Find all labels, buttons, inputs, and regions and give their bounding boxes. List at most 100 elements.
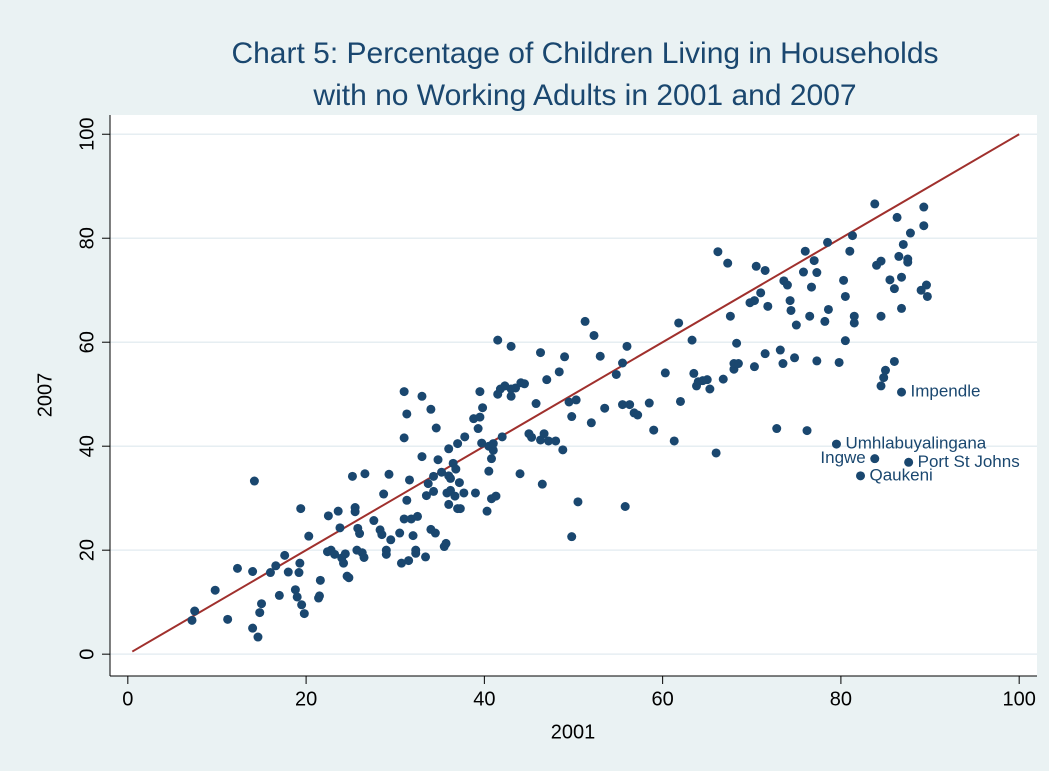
point [725, 311, 735, 321]
point [669, 436, 679, 446]
point [283, 567, 293, 577]
x-tick-label: 80 [830, 688, 852, 710]
point [455, 504, 465, 514]
point [633, 410, 643, 420]
y-tick-label: 80 [76, 227, 98, 249]
point [618, 400, 628, 410]
point [876, 256, 886, 266]
point [350, 507, 360, 517]
point [798, 267, 808, 277]
point [889, 356, 899, 366]
point [823, 304, 833, 314]
point [330, 549, 340, 559]
point [408, 531, 418, 541]
labeled-point [856, 471, 866, 481]
point [772, 424, 782, 434]
point [560, 352, 570, 362]
point [600, 403, 610, 413]
point [402, 495, 412, 505]
point [625, 400, 635, 410]
point [580, 316, 590, 326]
point [922, 291, 932, 301]
point [444, 444, 454, 454]
point [473, 424, 483, 434]
point [421, 552, 431, 562]
point [450, 491, 460, 501]
point [711, 448, 721, 458]
point [778, 359, 788, 369]
point [786, 305, 796, 315]
point [644, 398, 654, 408]
x-tick-label: 100 [1002, 688, 1035, 710]
point [257, 599, 267, 609]
point [687, 335, 697, 345]
point [539, 429, 549, 439]
point [558, 445, 568, 455]
point [444, 499, 454, 509]
point [379, 489, 389, 499]
point [675, 396, 685, 406]
point [809, 256, 819, 266]
point [618, 358, 628, 368]
point [527, 432, 537, 442]
point [702, 375, 712, 385]
point [445, 473, 455, 483]
point [344, 573, 354, 583]
point [454, 478, 464, 488]
point [210, 585, 220, 595]
point [299, 609, 309, 619]
point [248, 623, 258, 633]
point [919, 202, 929, 212]
point [718, 374, 728, 384]
y-tick-label: 20 [76, 539, 98, 561]
point [295, 558, 305, 568]
point [423, 479, 433, 489]
point [889, 284, 899, 294]
point [431, 423, 441, 433]
point [756, 288, 766, 298]
point [749, 296, 759, 306]
point [335, 523, 345, 533]
point [280, 550, 290, 560]
point [823, 237, 833, 247]
point [689, 368, 699, 378]
point [544, 436, 554, 446]
point [294, 568, 304, 578]
point [417, 452, 427, 462]
point [800, 246, 810, 256]
point [820, 316, 830, 326]
point [223, 614, 233, 624]
point [304, 531, 314, 541]
y-tick-label: 60 [76, 331, 98, 353]
point [905, 228, 915, 238]
point [849, 311, 859, 321]
point [399, 433, 409, 443]
point [845, 246, 855, 256]
point [355, 529, 365, 539]
point [812, 356, 822, 366]
point [488, 445, 498, 455]
point [571, 395, 581, 405]
point [484, 466, 494, 476]
labeled-point [831, 439, 841, 449]
point [595, 351, 605, 361]
point [620, 502, 630, 512]
point [296, 504, 306, 514]
point [486, 454, 496, 464]
point [292, 592, 302, 602]
point-label: Port St Johns [918, 452, 1020, 471]
chart-title: with no Working Adults in 2001 and 2007 [312, 79, 856, 112]
point [723, 258, 733, 268]
point [426, 404, 436, 414]
point [429, 471, 439, 481]
point [880, 365, 890, 375]
point [567, 532, 577, 542]
point [586, 418, 596, 428]
point [732, 338, 742, 348]
point [903, 257, 913, 267]
point [898, 239, 908, 249]
point [187, 615, 197, 625]
point [589, 330, 599, 340]
point [812, 268, 822, 278]
point [413, 511, 423, 521]
